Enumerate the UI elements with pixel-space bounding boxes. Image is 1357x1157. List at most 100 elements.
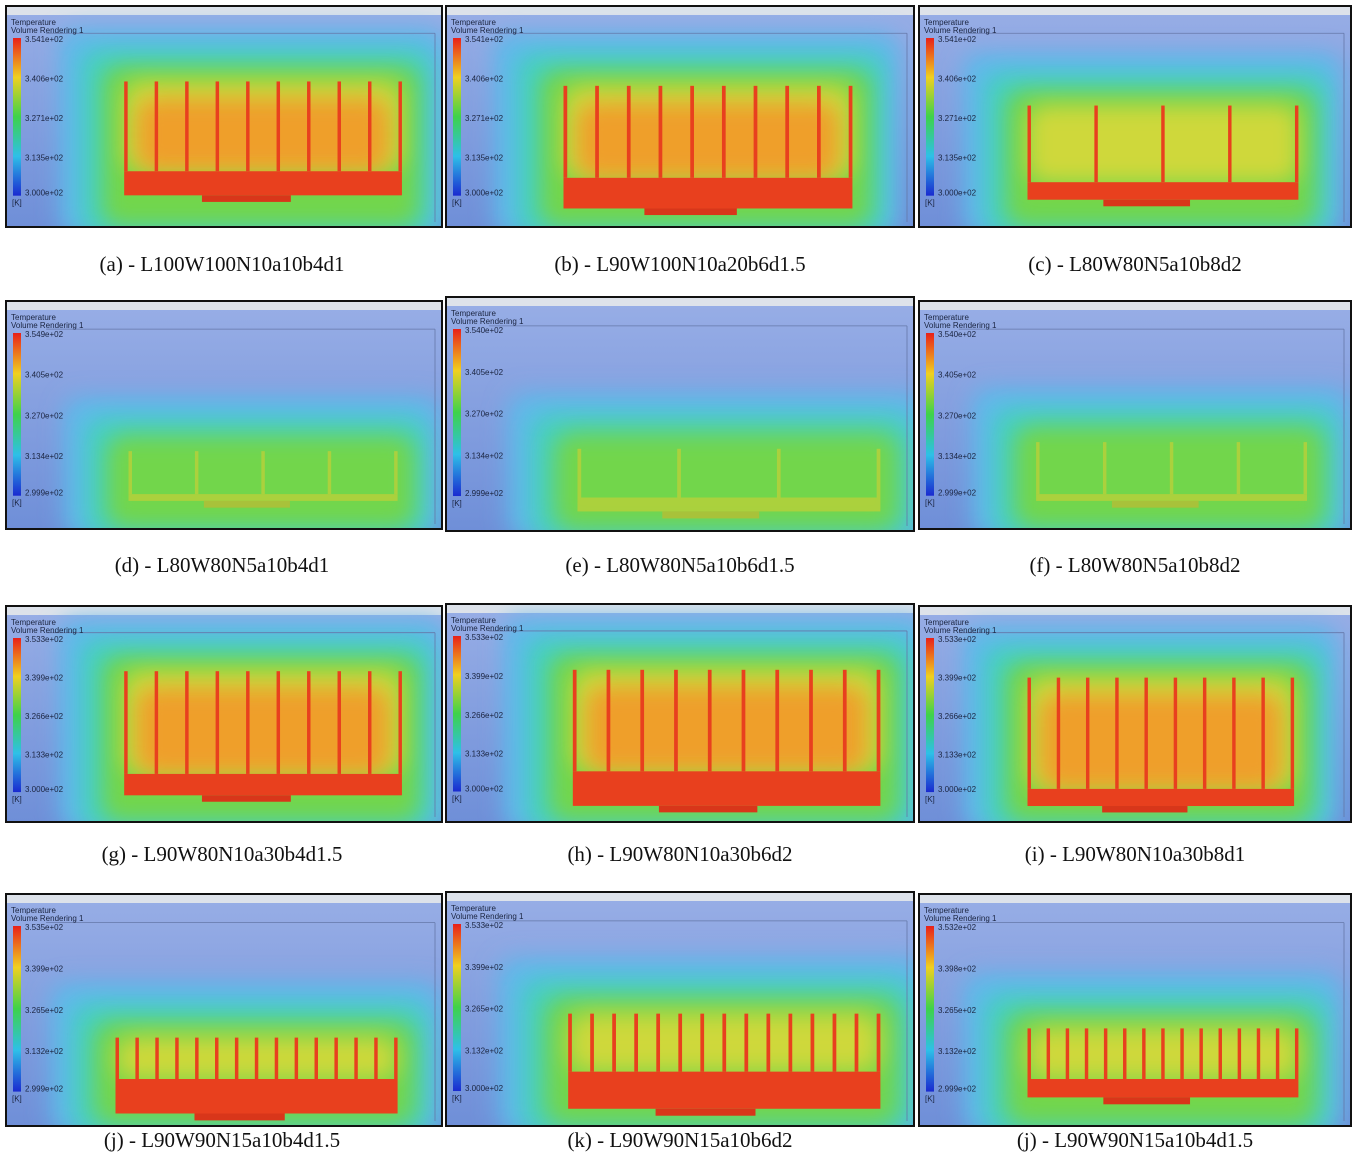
fin [1228, 106, 1231, 183]
legend-label: 3.540e+02 [465, 326, 504, 335]
simulation-panel: TemperatureVolume Rendering 13.541e+023.… [445, 5, 915, 228]
toolbar [7, 302, 441, 310]
fin [135, 1038, 138, 1079]
fin [394, 1038, 397, 1079]
fin [1219, 1028, 1222, 1079]
legend-label: 3.399e+02 [25, 674, 64, 683]
fin [1086, 678, 1089, 789]
legend-label: 3.133e+02 [465, 750, 504, 759]
heat-core [137, 688, 389, 774]
fin [338, 81, 341, 171]
caption: (c) - L80W80N5a10b8d2 [915, 252, 1355, 277]
legend-label: 3.533e+02 [938, 635, 977, 644]
legend-label: 3.540e+02 [938, 330, 977, 339]
color-bar [453, 329, 461, 496]
fin [368, 671, 371, 774]
toolbar [7, 7, 441, 15]
fin [1261, 678, 1264, 789]
legend-label: 3.266e+02 [25, 712, 64, 721]
fin [1161, 106, 1164, 183]
fin [116, 1038, 119, 1079]
fin [1180, 1028, 1183, 1079]
fin [656, 1014, 660, 1072]
legend-unit: [K] [925, 499, 935, 508]
caption: (j) - L90W90N15a10b4d1.5 [2, 1128, 442, 1153]
base [1036, 494, 1307, 501]
fin [398, 671, 401, 774]
legend-label: 3.000e+02 [25, 189, 64, 198]
legend-label: 2.999e+02 [465, 489, 504, 498]
fin [659, 86, 663, 178]
legend-label: 3.000e+02 [938, 189, 977, 198]
color-bar [453, 924, 461, 1091]
fin [573, 670, 577, 772]
fin [1304, 442, 1307, 494]
fin [766, 1014, 770, 1072]
fin [722, 86, 726, 178]
fin [809, 670, 813, 772]
legend-label: 3.134e+02 [938, 452, 977, 461]
legend-label: 3.133e+02 [938, 751, 977, 760]
fin [1085, 1028, 1088, 1079]
fin [328, 451, 331, 494]
fin [1170, 442, 1173, 494]
fin [777, 449, 781, 498]
legend-label: 3.000e+02 [465, 785, 504, 794]
legend-label: 3.406e+02 [465, 74, 504, 83]
fin [1028, 678, 1031, 789]
fin [1036, 442, 1039, 494]
fin [1123, 1028, 1126, 1079]
legend-subtitle: Volume Rendering 1 [11, 914, 84, 923]
fin [246, 671, 249, 774]
fin [811, 1014, 815, 1072]
base-tab [644, 208, 736, 215]
legend-subtitle: Volume Rendering 1 [451, 912, 524, 921]
fin [1094, 106, 1097, 183]
legend-subtitle: Volume Rendering 1 [451, 317, 524, 326]
fin [1028, 1028, 1031, 1079]
base-tab [1112, 501, 1199, 508]
legend-label: 3.406e+02 [938, 74, 977, 83]
base [1028, 182, 1299, 200]
legend-label: 2.999e+02 [25, 489, 64, 498]
fin [354, 1038, 357, 1079]
fin [674, 670, 678, 772]
fin [1103, 442, 1106, 494]
caption: (i) - L90W80N10a30b8d1 [915, 842, 1355, 867]
base [568, 1072, 880, 1109]
toolbar [920, 302, 1350, 310]
legend-unit: [K] [452, 1094, 462, 1103]
legend-label: 3.399e+02 [465, 963, 504, 972]
legend-label: 3.132e+02 [25, 1047, 64, 1056]
legend-subtitle: Volume Rendering 1 [924, 321, 997, 330]
fin [338, 671, 341, 774]
thermal-render: TemperatureVolume Rendering 13.533e+023.… [447, 605, 913, 821]
thermal-render: TemperatureVolume Rendering 13.533e+023.… [7, 607, 441, 821]
fin [155, 671, 158, 774]
base [116, 1079, 398, 1114]
heat-halo [107, 435, 415, 528]
fin [185, 81, 188, 171]
legend-label: 3.405e+02 [25, 371, 64, 380]
thermal-render: TemperatureVolume Rendering 13.540e+023.… [447, 298, 913, 530]
thermal-render: TemperatureVolume Rendering 13.549e+023.… [7, 302, 441, 528]
figure: TemperatureVolume Rendering 13.541e+023.… [0, 0, 1357, 1157]
caption: (b) - L90W100N10a20b6d1.5 [460, 252, 900, 277]
caption: (j) - L90W90N15a10b4d1.5 [915, 1128, 1355, 1153]
fin [246, 81, 249, 171]
legend-label: 3.535e+02 [25, 923, 64, 932]
color-bar [926, 638, 934, 792]
fin [677, 449, 681, 498]
fin [849, 86, 853, 178]
fin [155, 1038, 158, 1079]
base [573, 771, 881, 806]
toolbar [920, 7, 1350, 15]
legend-label: 2.999e+02 [938, 489, 977, 498]
base-tab [656, 1109, 756, 1116]
fin [124, 671, 127, 774]
fin [334, 1038, 337, 1079]
